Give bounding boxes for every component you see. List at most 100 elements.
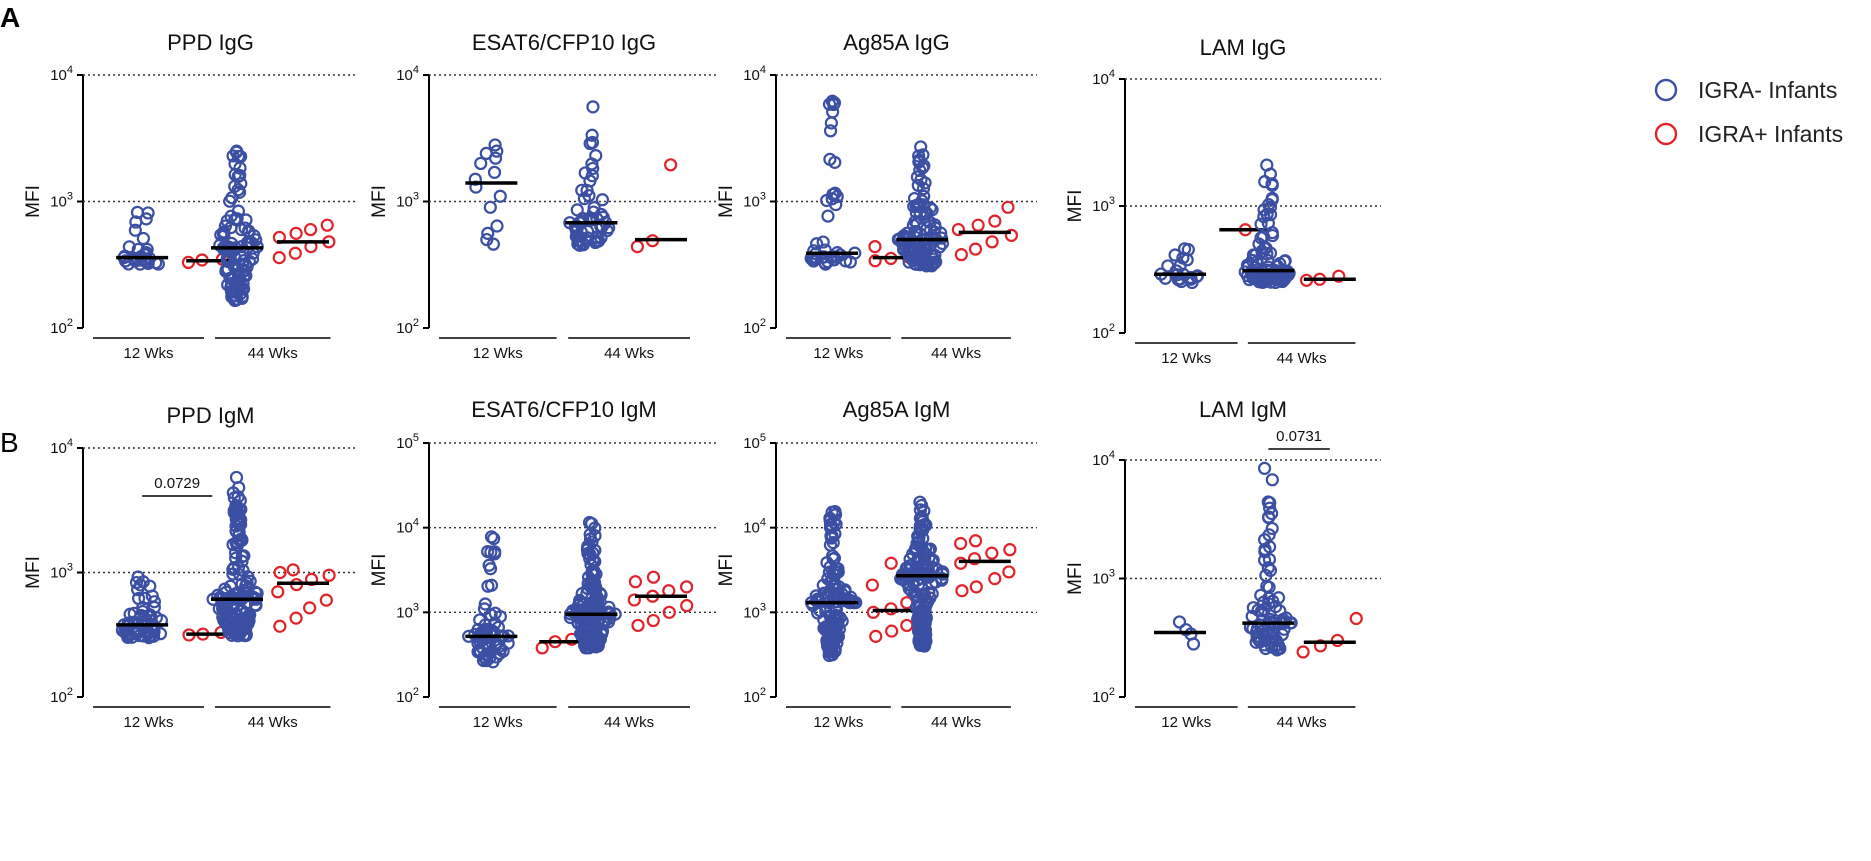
data-point <box>680 599 694 613</box>
y-tick-label: 103 <box>396 601 419 621</box>
data-point <box>821 637 835 651</box>
y-tick-label: 103 <box>50 562 73 582</box>
data-point <box>289 226 303 240</box>
series-igra-infants-44-wks <box>1243 461 1298 657</box>
group-label: 12 Wks <box>1161 714 1211 731</box>
data-point <box>1001 200 1015 214</box>
data-point <box>1269 599 1283 614</box>
data-point <box>479 146 493 161</box>
series-igra-infants-44-wks <box>891 140 950 273</box>
data-point <box>128 223 142 237</box>
data-point <box>1265 191 1279 205</box>
data-point <box>1002 565 1016 579</box>
data-point <box>1261 561 1275 575</box>
data-point <box>478 597 492 611</box>
data-point <box>487 532 501 546</box>
data-point <box>223 194 237 208</box>
data-point <box>1267 631 1281 645</box>
data-point <box>806 598 820 612</box>
data-point <box>273 565 287 580</box>
chart-ag85a-igg: Ag85A IgG 102 103 104 MFI 12 Wks 44 Wks <box>716 30 1037 362</box>
data-point <box>231 183 245 197</box>
data-point <box>916 181 931 196</box>
data-point <box>239 213 253 227</box>
y-tick-label: 102 <box>1092 686 1115 706</box>
data-point <box>918 637 932 651</box>
data-point <box>303 222 318 237</box>
data-point <box>679 580 694 594</box>
data-point <box>1261 260 1275 274</box>
group-label: 44 Wks <box>1277 714 1327 731</box>
series-igra-infants-44-wks <box>1238 158 1296 290</box>
data-point <box>985 235 999 249</box>
data-point <box>1004 228 1019 242</box>
data-point <box>831 565 845 579</box>
y-tick-label: 102 <box>743 317 766 337</box>
data-point <box>662 605 676 619</box>
data-point <box>488 138 502 152</box>
y-axis-label: MFI <box>1065 562 1086 595</box>
data-point <box>868 254 882 268</box>
data-point <box>320 218 334 232</box>
data-point <box>573 595 587 610</box>
data-point <box>646 613 660 628</box>
data-point <box>569 224 584 238</box>
data-point <box>587 201 601 215</box>
data-point <box>1255 244 1269 258</box>
data-point <box>272 251 286 265</box>
data-point <box>913 206 927 220</box>
group-label: 44 Wks <box>1277 350 1327 367</box>
data-point <box>490 219 504 233</box>
data-point <box>584 558 598 572</box>
data-point <box>920 566 935 580</box>
series-igra-infants-44-wks <box>563 515 622 655</box>
data-point <box>1296 645 1310 659</box>
data-point <box>1260 579 1274 593</box>
panel-label-b: B <box>0 427 19 458</box>
data-point <box>487 165 502 179</box>
data-point <box>1261 253 1275 268</box>
data-point <box>493 189 507 203</box>
chart-lam-igg: LAM IgG 102 103 104 MFI 12 Wks 44 Wks <box>1065 35 1381 367</box>
y-tick-label: 104 <box>50 437 73 457</box>
series-igra-infants-12-wks <box>804 94 862 271</box>
data-point <box>1169 264 1183 278</box>
y-tick-label: 102 <box>1092 322 1115 342</box>
data-point <box>911 624 926 638</box>
data-point <box>1263 200 1278 214</box>
data-point <box>1265 473 1279 487</box>
data-point <box>592 634 606 648</box>
data-point <box>582 189 596 203</box>
series-igra-infants-44-wks <box>627 570 694 633</box>
legend-marker-igra-neg <box>1654 78 1678 102</box>
data-point <box>988 572 1002 586</box>
data-point <box>816 235 830 249</box>
group-label: 12 Wks <box>123 345 173 362</box>
data-point <box>918 546 932 561</box>
data-point <box>1265 506 1279 521</box>
data-point <box>928 256 942 270</box>
data-point <box>828 507 843 522</box>
data-point <box>583 636 597 650</box>
data-point <box>909 560 923 575</box>
data-point <box>227 503 241 517</box>
data-point <box>917 504 931 518</box>
data-point <box>226 486 240 500</box>
data-point <box>1003 543 1017 557</box>
chart-title: Ag85A IgM <box>843 397 951 422</box>
data-point <box>968 534 983 548</box>
y-tick-label: 103 <box>1092 195 1115 215</box>
chart-title: PPD IgG <box>167 30 254 55</box>
data-point <box>832 580 846 594</box>
y-axis-label: MFI <box>369 554 390 587</box>
series-igra-infants-44-wks <box>951 200 1019 262</box>
data-point <box>830 636 844 650</box>
data-point <box>915 540 929 554</box>
data-point <box>922 586 936 600</box>
data-point <box>483 200 497 214</box>
data-point <box>1254 588 1268 602</box>
data-point <box>951 222 965 237</box>
data-point <box>969 580 983 594</box>
data-point <box>474 156 488 171</box>
